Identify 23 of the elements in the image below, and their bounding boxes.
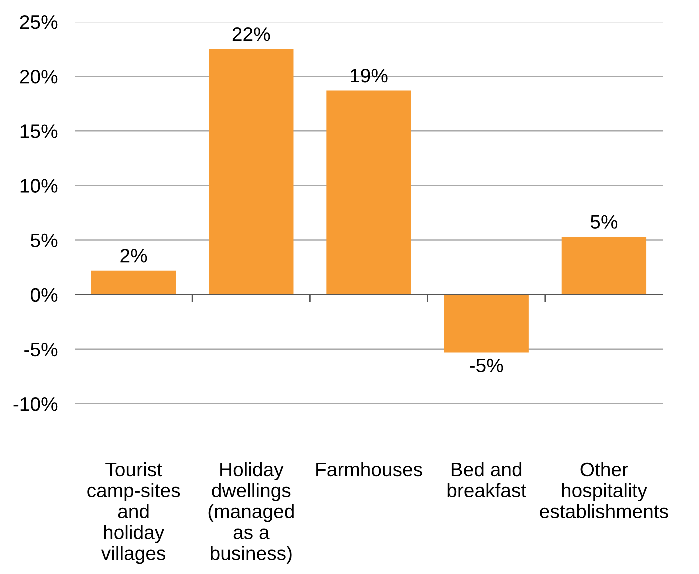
bar [209,49,294,295]
y-tick-label: 25% [20,15,58,30]
data-label: -5% [470,358,504,373]
y-tick-label: -10% [14,397,58,412]
bar [326,90,412,295]
data-label: 22% [232,28,270,42]
data-label: 19% [351,68,388,83]
x-tick-label: Tourist camp-sites and holiday villages [88,462,180,564]
x-tick-label: Farmhouses [316,462,422,477]
bar [562,237,647,295]
y-tick-label: -5% [24,342,58,357]
x-tick-label: Holiday dwellings (managed as a business) [208,462,294,564]
x-tick-label: Bed and breakfast [448,462,526,498]
y-tick-label: 10% [20,179,58,193]
y-tick-label: 20% [20,70,58,84]
y-tick-label: 5% [31,234,58,248]
data-label: 2% [120,249,148,263]
bar [444,294,529,353]
bar [91,270,176,295]
y-tick-label: 0% [30,288,58,302]
x-tick-label: Other hospitality establishments [540,462,668,519]
data-label: 5% [590,215,618,229]
y-tick-label: 15% [20,124,58,138]
